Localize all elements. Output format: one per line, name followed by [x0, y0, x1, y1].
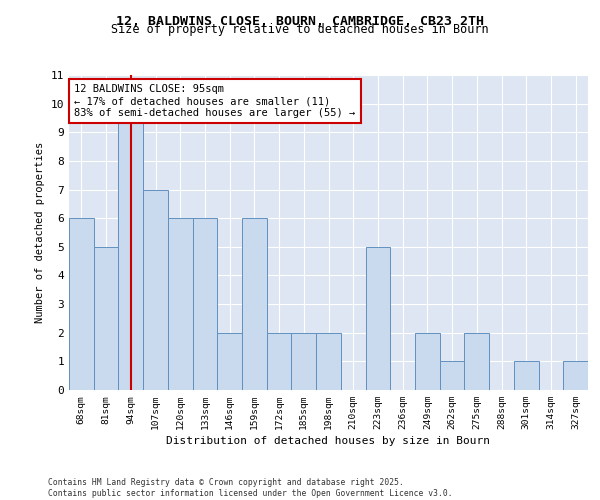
- Bar: [563, 362, 588, 390]
- X-axis label: Distribution of detached houses by size in Bourn: Distribution of detached houses by size …: [167, 436, 491, 446]
- Bar: [514, 362, 539, 390]
- Bar: [168, 218, 193, 390]
- Bar: [143, 190, 168, 390]
- Bar: [118, 104, 143, 390]
- Bar: [415, 332, 440, 390]
- Text: Size of property relative to detached houses in Bourn: Size of property relative to detached ho…: [111, 22, 489, 36]
- Bar: [69, 218, 94, 390]
- Text: Contains HM Land Registry data © Crown copyright and database right 2025.
Contai: Contains HM Land Registry data © Crown c…: [48, 478, 452, 498]
- Bar: [365, 247, 390, 390]
- Bar: [440, 362, 464, 390]
- Bar: [316, 332, 341, 390]
- Bar: [193, 218, 217, 390]
- Text: 12, BALDWINS CLOSE, BOURN, CAMBRIDGE, CB23 2TH: 12, BALDWINS CLOSE, BOURN, CAMBRIDGE, CB…: [116, 15, 484, 28]
- Text: 12 BALDWINS CLOSE: 95sqm
← 17% of detached houses are smaller (11)
83% of semi-d: 12 BALDWINS CLOSE: 95sqm ← 17% of detach…: [74, 84, 355, 117]
- Bar: [464, 332, 489, 390]
- Bar: [267, 332, 292, 390]
- Bar: [217, 332, 242, 390]
- Bar: [94, 247, 118, 390]
- Bar: [292, 332, 316, 390]
- Y-axis label: Number of detached properties: Number of detached properties: [35, 142, 45, 323]
- Bar: [242, 218, 267, 390]
